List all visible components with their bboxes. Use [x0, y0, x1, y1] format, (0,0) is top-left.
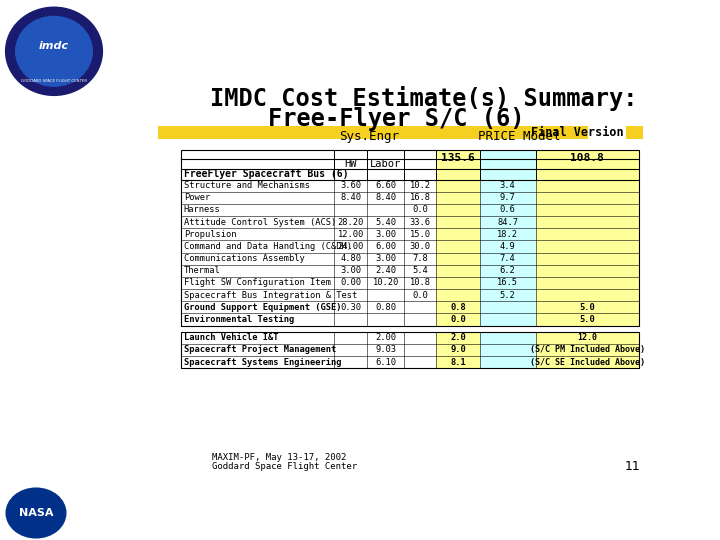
Text: Spacecraft Systems Engineering: Spacecraft Systems Engineering [184, 357, 341, 367]
Text: 28.20: 28.20 [338, 218, 364, 227]
Text: HW: HW [345, 159, 357, 168]
Text: 7.8: 7.8 [413, 254, 428, 263]
Text: 6.00: 6.00 [375, 242, 396, 251]
Text: 0.0: 0.0 [450, 315, 466, 324]
Text: Launch Vehicle I&T: Launch Vehicle I&T [184, 333, 278, 342]
Bar [158, 126, 588, 139]
Text: Free-Flyer S/C (6): Free-Flyer S/C (6) [268, 107, 524, 131]
Text: 2.40: 2.40 [375, 266, 396, 275]
Text: 24.00: 24.00 [338, 242, 364, 251]
Text: Command and Data Handling (C&DH): Command and Data Handling (C&DH) [184, 242, 352, 251]
Bar [181, 332, 639, 368]
Text: PRICE Model: PRICE Model [478, 130, 561, 143]
Text: 5.4: 5.4 [413, 266, 428, 275]
Text: 4.9: 4.9 [500, 242, 516, 251]
Text: 8.40: 8.40 [341, 193, 361, 202]
Text: Ground Support Equipment (GSE): Ground Support Equipment (GSE) [184, 303, 341, 312]
Text: 0.0: 0.0 [413, 291, 428, 300]
Text: 12.0: 12.0 [577, 333, 597, 342]
Text: FreeFlyer Spacecraft Bus (6): FreeFlyer Spacecraft Bus (6) [184, 169, 348, 179]
Text: 8.1: 8.1 [450, 357, 466, 367]
Text: 0.6: 0.6 [500, 205, 516, 214]
Text: 15.0: 15.0 [410, 230, 431, 239]
Text: NASA: NASA [19, 508, 53, 518]
Text: 135.6: 135.6 [441, 153, 475, 164]
Text: 3.60: 3.60 [341, 181, 361, 190]
Text: IMDC Cost Estimate(s) Summary:: IMDC Cost Estimate(s) Summary: [210, 86, 637, 111]
Bar [436, 332, 480, 368]
Text: 9.7: 9.7 [500, 193, 516, 202]
Bar [480, 332, 536, 368]
Text: 30.0: 30.0 [410, 242, 431, 251]
Text: Sys.Engr: Sys.Engr [339, 130, 399, 143]
Text: 10.8: 10.8 [410, 279, 431, 287]
Text: 6.2: 6.2 [500, 266, 516, 275]
Text: 6.10: 6.10 [375, 357, 396, 367]
Text: Spacecraft Project Management: Spacecraft Project Management [184, 346, 336, 354]
Text: 7.4: 7.4 [500, 254, 516, 263]
Text: 0.00: 0.00 [341, 279, 361, 287]
Text: (S/C SE Included Above): (S/C SE Included Above) [530, 357, 644, 367]
Text: Power: Power [184, 193, 210, 202]
Text: 16.5: 16.5 [498, 279, 518, 287]
Text: 11: 11 [624, 460, 640, 473]
Text: 5.2: 5.2 [500, 291, 516, 300]
Text: Final Version: Final Version [531, 126, 624, 139]
Circle shape [16, 16, 92, 86]
Text: Propulsion: Propulsion [184, 230, 236, 239]
Circle shape [6, 7, 102, 96]
Bar [626, 126, 644, 139]
Text: Spacecraft Bus Integration & Test: Spacecraft Bus Integration & Test [184, 291, 357, 300]
Bar [480, 150, 536, 326]
Text: 5.0: 5.0 [580, 303, 595, 312]
Text: Goddard Space Flight Center: Goddard Space Flight Center [212, 462, 358, 471]
Text: 3.4: 3.4 [500, 181, 516, 190]
Text: 3.00: 3.00 [375, 230, 396, 239]
Text: Labor: Labor [370, 159, 401, 168]
Bar [181, 150, 639, 326]
Text: Attitude Control System (ACS): Attitude Control System (ACS) [184, 218, 336, 227]
Text: 108.8: 108.8 [570, 153, 604, 164]
Text: 5.0: 5.0 [580, 315, 595, 324]
Text: Structure and Mechanisms: Structure and Mechanisms [184, 181, 310, 190]
Text: 16.8: 16.8 [410, 193, 431, 202]
Text: 0.0: 0.0 [413, 205, 428, 214]
Text: 8.40: 8.40 [375, 193, 396, 202]
Text: 2.00: 2.00 [375, 333, 396, 342]
Bar [181, 332, 639, 368]
Text: 18.2: 18.2 [498, 230, 518, 239]
Text: 0.8: 0.8 [450, 303, 466, 312]
Text: (S/C PM Included Above): (S/C PM Included Above) [530, 346, 644, 354]
Text: 3.00: 3.00 [375, 254, 396, 263]
Text: GODDARD SPACE FLIGHT CENTER: GODDARD SPACE FLIGHT CENTER [21, 79, 87, 83]
Text: Environmental Testing: Environmental Testing [184, 315, 294, 324]
Text: 0.80: 0.80 [375, 303, 396, 312]
Text: 12.00: 12.00 [338, 230, 364, 239]
Text: 10.20: 10.20 [372, 279, 399, 287]
Bar [181, 150, 639, 326]
Text: Flight SW Configuration Item: Flight SW Configuration Item [184, 279, 330, 287]
Text: 10.2: 10.2 [410, 181, 431, 190]
Text: Communications Assembly: Communications Assembly [184, 254, 305, 263]
Text: 6.60: 6.60 [375, 181, 396, 190]
Bar [536, 332, 639, 368]
Bar [536, 150, 639, 326]
Text: 9.03: 9.03 [375, 346, 396, 354]
Circle shape [6, 488, 66, 538]
Text: Thermal: Thermal [184, 266, 220, 275]
Text: 4.80: 4.80 [341, 254, 361, 263]
Text: 3.00: 3.00 [341, 266, 361, 275]
Text: 84.7: 84.7 [498, 218, 518, 227]
Bar [436, 150, 480, 326]
Text: 0.30: 0.30 [341, 303, 361, 312]
Text: 33.6: 33.6 [410, 218, 431, 227]
Text: MAXIM-PF, May 13-17, 2002: MAXIM-PF, May 13-17, 2002 [212, 453, 347, 462]
Text: 2.0: 2.0 [450, 333, 466, 342]
Text: Harness: Harness [184, 205, 220, 214]
Text: 5.40: 5.40 [375, 218, 396, 227]
Text: 9.0: 9.0 [450, 346, 466, 354]
Text: imdc: imdc [39, 41, 69, 51]
